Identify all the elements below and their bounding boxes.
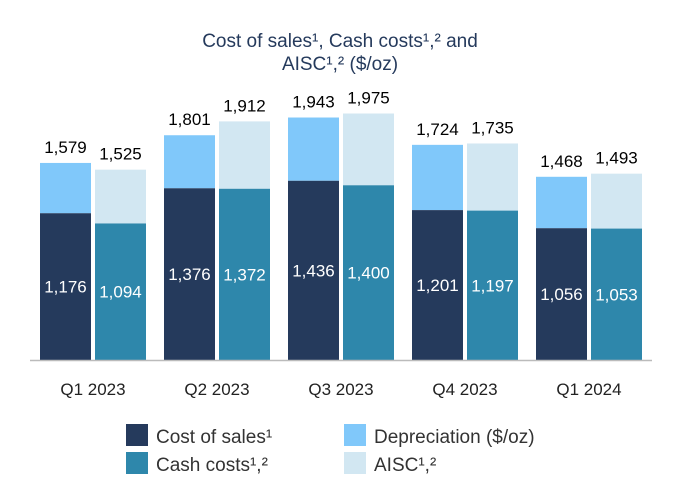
legend: Cost of sales¹ Cash costs¹,² Depreciatio… — [126, 424, 535, 476]
bar-left-bottom-1 — [164, 188, 215, 360]
legend-swatch-depreciation — [344, 424, 366, 446]
label-left-total-2: 1,943 — [292, 93, 335, 112]
label-right-bottom-3: 1,197 — [471, 276, 514, 295]
bar-right-bottom-2 — [343, 185, 394, 360]
bar-left-bottom-2 — [288, 180, 339, 360]
bar-right-bottom-0 — [95, 223, 146, 360]
legend-label-cash-costs: Cash costs¹,² — [156, 455, 268, 476]
label-right-bottom-4: 1,053 — [595, 285, 638, 304]
bar-right-bottom-3 — [467, 210, 518, 360]
label-right-bottom-0: 1,094 — [99, 283, 142, 302]
label-right-bottom-2: 1,400 — [347, 264, 390, 283]
bar-left-top-4 — [536, 176, 587, 229]
x-tick-3: Q4 2023 — [432, 380, 497, 399]
bar-right-top-4 — [591, 173, 642, 229]
label-left-bottom-1: 1,376 — [168, 265, 211, 284]
label-right-total-2: 1,975 — [347, 89, 390, 108]
legend-swatch-cash-costs — [126, 452, 148, 474]
label-left-bottom-3: 1,201 — [416, 276, 459, 295]
x-tick-4: Q1 2024 — [556, 380, 621, 399]
bar-right-top-2 — [343, 113, 394, 186]
bar-right-top-3 — [467, 143, 518, 211]
x-tick-2: Q3 2023 — [308, 380, 373, 399]
legend-label-depreciation: Depreciation ($/oz) — [374, 427, 535, 448]
label-left-bottom-4: 1,056 — [540, 285, 583, 304]
label-left-total-4: 1,468 — [540, 152, 583, 171]
label-left-total-0: 1,579 — [44, 138, 87, 157]
label-right-total-1: 1,912 — [223, 96, 266, 115]
label-right-bottom-1: 1,372 — [223, 265, 266, 284]
bar-left-bottom-3 — [412, 210, 463, 360]
legend-label-aisc: AISC¹,² — [374, 455, 436, 476]
label-left-bottom-2: 1,436 — [292, 261, 335, 280]
bar-left-bottom-0 — [40, 213, 91, 360]
bar-right-bottom-1 — [219, 188, 270, 360]
bar-right-top-0 — [95, 169, 146, 224]
label-left-total-3: 1,724 — [416, 120, 459, 139]
legend-label-cost-of-sales: Cost of sales¹ — [156, 427, 272, 448]
legend-swatch-cost-of-sales — [126, 424, 148, 446]
bar-left-top-0 — [40, 162, 91, 214]
legend-swatch-aisc — [344, 452, 366, 474]
x-tick-0: Q1 2023 — [60, 380, 125, 399]
label-right-total-3: 1,735 — [471, 118, 514, 137]
label-left-total-1: 1,801 — [168, 110, 211, 129]
bar-left-bottom-4 — [536, 228, 587, 360]
bar-right-top-1 — [219, 121, 270, 189]
label-right-total-4: 1,493 — [595, 149, 638, 168]
chart-title-line-2: AISC¹,² ($/oz) — [282, 54, 398, 75]
bar-right-bottom-4 — [591, 228, 642, 360]
x-tick-1: Q2 2023 — [184, 380, 249, 399]
chart-title-line-1: Cost of sales¹, Cash costs¹,² and — [202, 31, 478, 52]
bar-left-top-3 — [412, 144, 463, 211]
bar-left-top-1 — [164, 135, 215, 189]
bar-left-top-2 — [288, 117, 339, 181]
label-right-total-0: 1,525 — [99, 145, 142, 164]
label-left-bottom-0: 1,176 — [44, 278, 87, 297]
